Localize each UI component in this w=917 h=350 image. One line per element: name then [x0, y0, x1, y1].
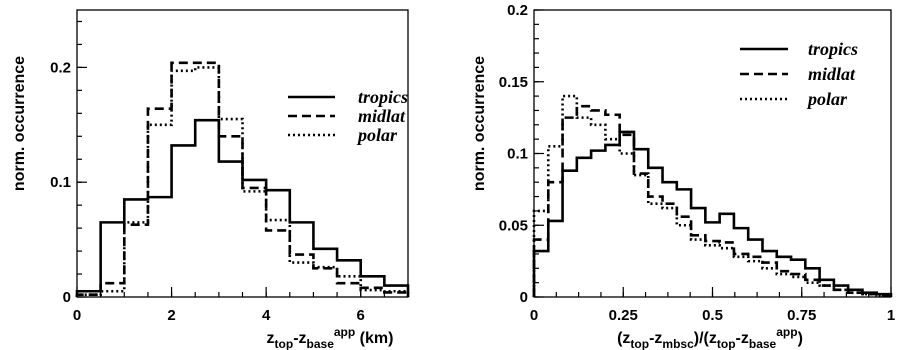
legend-label-midlat: midlat [358, 106, 406, 126]
x-axis-title: (ztop-zmbsc)/(ztop-zbaseapp) [617, 325, 803, 350]
x-axis-title-part: app [334, 325, 355, 339]
legend: tropics midlat polar [740, 39, 858, 109]
y-tick-label: 0.2 [50, 59, 71, 76]
legend-label-midlat: midlat [808, 64, 856, 84]
series-polar [532, 94, 893, 297]
x-tick-label: 6 [357, 307, 365, 324]
x-axis-title-part: -z [736, 330, 749, 347]
y-tick-label: 0.1 [50, 174, 71, 191]
y-tick-label: 0 [520, 289, 528, 306]
x-axis-title-part: -z [649, 330, 662, 347]
x-axis-title-part: top [630, 337, 649, 350]
legend-label-polar: polar [806, 89, 848, 109]
y-tick-label: 0.15 [499, 74, 528, 91]
y-tick-label: 0.1 [507, 146, 528, 163]
x-tick-label: 0 [530, 307, 538, 324]
x-tick-label: 0.75 [787, 307, 816, 324]
legend-label-polar: polar [356, 125, 398, 145]
legend-label-tropics: tropics [358, 87, 408, 107]
legend-label-tropics: tropics [808, 39, 858, 59]
series-polar [75, 66, 410, 297]
x-axis-title-part: base [307, 337, 335, 350]
x-axis-title-part: -z [293, 330, 306, 347]
y-axis-title: norm. occurrence [471, 56, 488, 191]
x-tick-label: 2 [167, 307, 175, 324]
y-tick-label: 0.05 [499, 217, 528, 234]
x-tick-label: 4 [262, 307, 271, 324]
chart-2: 0 0.25 0.5 0.75 1 0 0.05 0.1 0.15 0.2 tropics midla… [471, 2, 895, 350]
x-axis-title-part: mbsc [662, 337, 694, 350]
x-axis-title: ztop-zbaseapp (km) [267, 325, 394, 350]
plot-frame [533, 9, 892, 298]
x-tick-label: 0.25 [609, 307, 638, 324]
x-axis-title-part: ) [798, 330, 803, 347]
x-axis-title-part: )/(z [694, 330, 717, 347]
x-axis-title-part: base [749, 337, 777, 350]
series-tropics [532, 130, 893, 297]
x-axis-title-part: z [267, 330, 275, 347]
x-tick-label: 1 [887, 307, 895, 324]
series-midlat [532, 104, 893, 297]
x-axis-title-part: top [275, 337, 294, 350]
y-axis-title: norm. occurrence [11, 56, 28, 191]
y-tick-label: 0.2 [507, 2, 528, 19]
x-tick-label: 0 [73, 307, 81, 324]
x-axis-title-part: (z [617, 330, 630, 347]
y-tick-label: 0 [63, 289, 71, 306]
x-tick-label: 0.5 [702, 307, 723, 324]
x-axis-title-part: app [776, 325, 797, 339]
x-axis-title-part: top [717, 337, 736, 350]
plot-frame [76, 9, 409, 298]
x-axis-title-part: (km) [355, 330, 393, 347]
